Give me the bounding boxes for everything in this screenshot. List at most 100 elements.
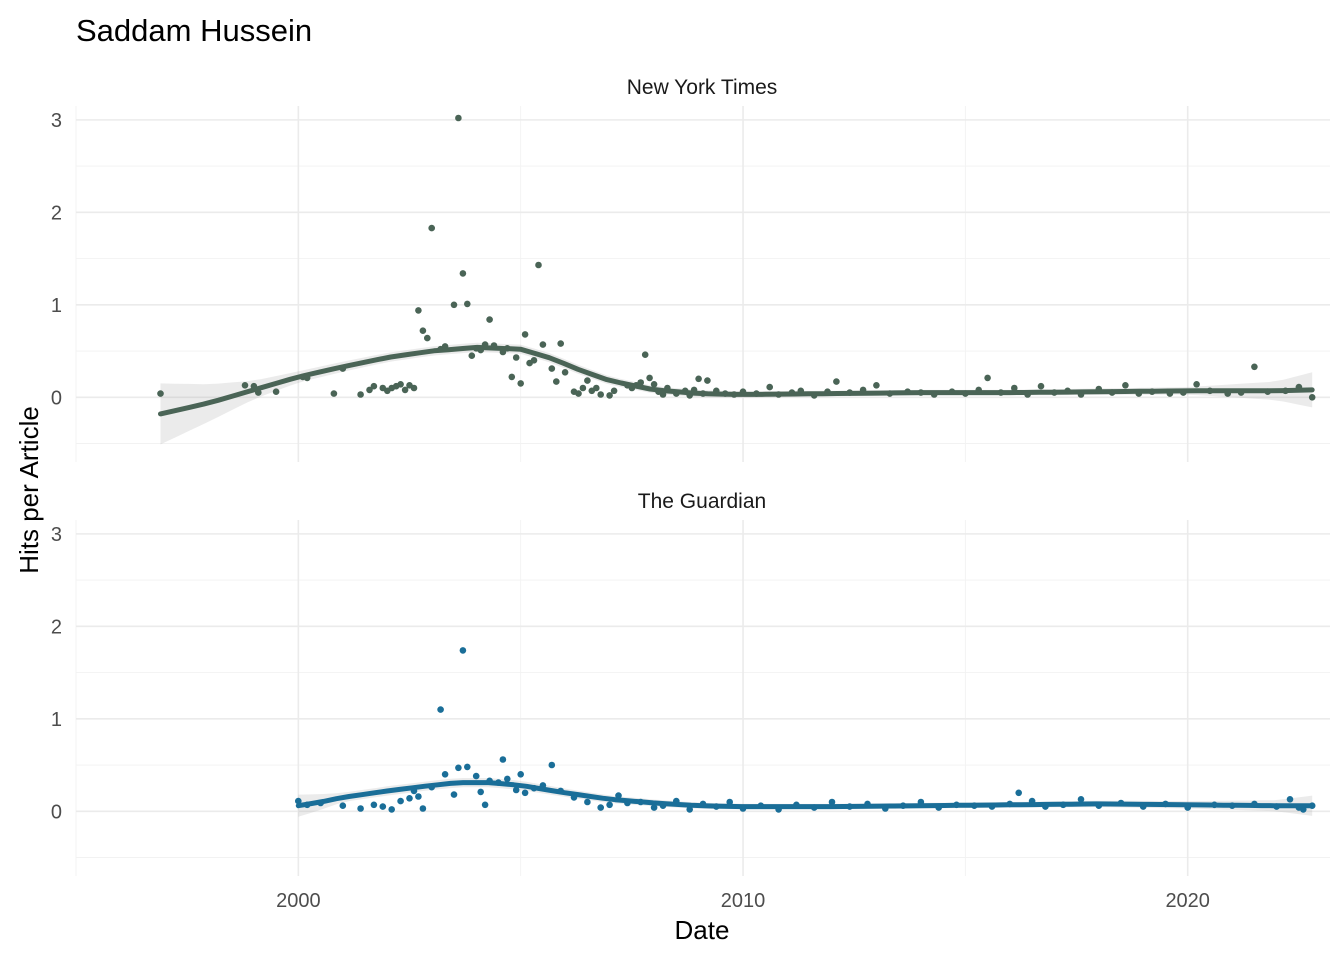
data-point [521, 331, 529, 338]
data-point [366, 386, 373, 394]
data-point [530, 357, 538, 364]
data-point [459, 270, 467, 277]
data-point [597, 391, 604, 398]
data-point [472, 772, 480, 780]
gridlines-new-york-times [75, 106, 1330, 462]
data-point [873, 382, 880, 389]
x-axis-ticks: 2000 2010 2020 [276, 890, 1210, 912]
data-point [397, 381, 404, 388]
data-point [517, 380, 524, 387]
data-point [499, 756, 507, 763]
data-point [486, 316, 493, 323]
data-point [1193, 381, 1200, 388]
data-point [437, 706, 444, 713]
data-point [428, 224, 436, 232]
facet-label-new-york-times: New York Times [627, 76, 778, 99]
data-point [272, 388, 280, 396]
y-tick-label: 2 [51, 202, 62, 224]
y-tick-label: 1 [51, 295, 62, 317]
data-point [1077, 796, 1085, 803]
data-point [464, 763, 471, 771]
data-point [641, 351, 649, 359]
x-tick-label: 2020 [1165, 890, 1210, 912]
data-point [553, 378, 560, 385]
data-point [415, 307, 422, 314]
data-point [357, 805, 364, 812]
smooth-line-the-guardian [295, 780, 1315, 810]
data-point [1015, 789, 1022, 797]
data-point [646, 374, 653, 382]
data-point [419, 805, 427, 812]
data-point [548, 761, 556, 769]
data-point [415, 793, 422, 800]
data-point [379, 803, 387, 810]
data-point [521, 789, 529, 797]
data-point [370, 382, 378, 390]
data-point [388, 806, 396, 813]
data-point [833, 378, 840, 385]
data-point [726, 798, 733, 806]
data-point [455, 764, 462, 772]
data-point [766, 383, 773, 391]
facet-label-the-guardian: The Guardian [638, 490, 766, 513]
data-point [1122, 382, 1129, 389]
data-point [610, 387, 618, 395]
data-point [597, 804, 604, 811]
data-point [468, 352, 476, 360]
data-point [584, 377, 591, 384]
data-point [1011, 384, 1018, 392]
data-point [477, 788, 485, 796]
data-point [650, 381, 658, 388]
panel-the-guardian: The Guardian 0 1 2 3 [51, 490, 1330, 876]
data-point [561, 369, 569, 376]
data-point [584, 798, 591, 806]
smooth-line-new-york-times [158, 344, 1315, 417]
data-point [593, 384, 600, 392]
x-tick-label: 2000 [276, 890, 321, 912]
data-point [401, 386, 409, 394]
y-tick-label: 1 [51, 709, 62, 731]
data-point [557, 340, 564, 347]
data-point [410, 384, 418, 392]
x-tick-label: 2010 [721, 890, 766, 912]
data-point [512, 786, 520, 794]
data-point [241, 382, 249, 389]
data-point [397, 797, 404, 805]
confidence-band-the-guardian [298, 778, 1313, 817]
data-point [606, 392, 613, 399]
data-point [481, 801, 489, 809]
data-point [1308, 394, 1316, 401]
data-point [406, 795, 413, 802]
data-point [539, 341, 547, 348]
data-point [575, 390, 582, 397]
data-point [441, 771, 449, 778]
gridlines-the-guardian [75, 520, 1330, 876]
data-point [548, 365, 556, 372]
points-new-york-times [157, 114, 1316, 401]
data-point [450, 301, 458, 309]
data-point [459, 647, 467, 654]
y-axis-title: Hits per Article [14, 406, 44, 574]
data-point [512, 354, 520, 361]
data-point [1037, 382, 1045, 390]
y-tick-label: 3 [51, 110, 62, 132]
data-point [330, 390, 338, 397]
y-tick-label: 3 [51, 524, 62, 546]
data-point [984, 374, 991, 382]
y-tick-label: 0 [51, 387, 62, 409]
x-axis-title: Date [675, 915, 730, 945]
data-point [615, 792, 622, 799]
data-point [419, 327, 427, 335]
data-point [157, 390, 164, 397]
data-point [295, 797, 302, 805]
data-point [464, 300, 471, 308]
data-point [357, 391, 364, 398]
chart-title: Saddam Hussein [76, 13, 312, 48]
data-point [424, 334, 431, 342]
data-point [828, 798, 836, 806]
data-point [650, 804, 658, 811]
panel-new-york-times: New York Times 0 1 2 3 [51, 76, 1330, 462]
y-tick-label: 0 [51, 801, 62, 823]
data-point [339, 802, 347, 809]
